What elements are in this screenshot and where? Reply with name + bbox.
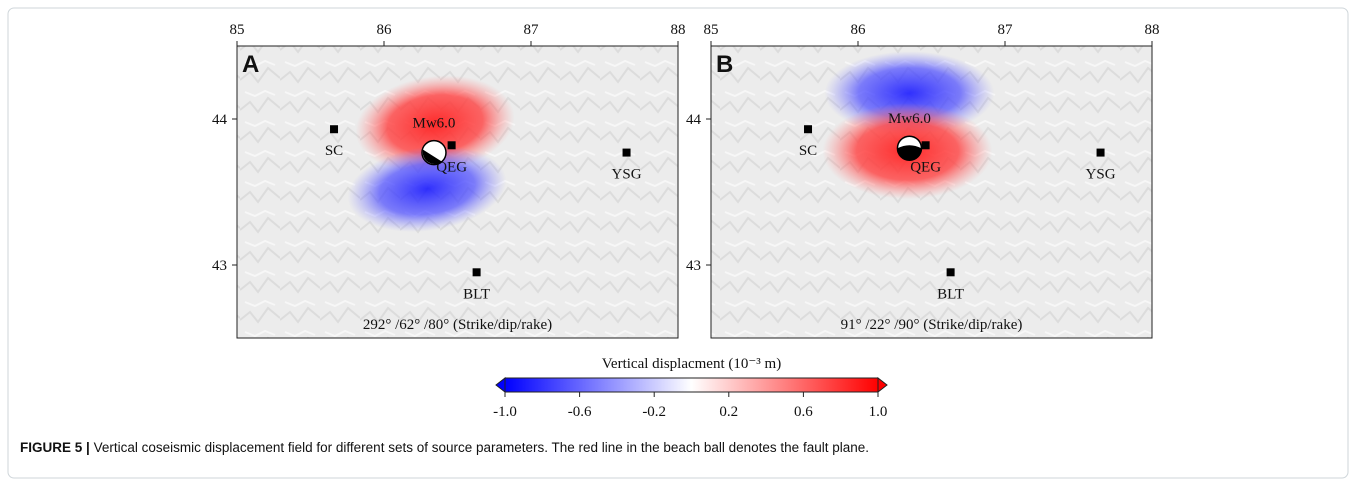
x-tick-label: 87 xyxy=(524,22,540,38)
colorbar-tick-label: -1.0 xyxy=(493,404,517,420)
station xyxy=(947,268,955,276)
station xyxy=(473,268,481,276)
y-tick-label: 44 xyxy=(212,112,228,128)
station xyxy=(922,141,930,149)
station-label: QEG xyxy=(910,159,941,175)
station-label: YSG xyxy=(612,167,642,183)
caption-label: FIGURE 5 | xyxy=(20,440,90,455)
colorbar xyxy=(505,378,878,392)
y-tick-label: 44 xyxy=(686,112,702,128)
y-tick-label: 43 xyxy=(686,258,701,274)
caption-text: Vertical coseismic displacement field fo… xyxy=(94,440,869,455)
panel-label: A xyxy=(242,51,259,78)
station-label: SC xyxy=(325,143,343,159)
x-tick-label: 85 xyxy=(704,22,719,38)
colorbar-title: Vertical displacment (10⁻³ m) xyxy=(602,356,781,372)
station xyxy=(623,149,631,157)
annotation: 292° /62° /80° (Strike/dip/rake) xyxy=(363,317,552,333)
event-label: Mw6.0 xyxy=(888,111,931,127)
station-label: YSG xyxy=(1086,167,1116,183)
station-label: BLT xyxy=(937,286,964,302)
colorbar-tick-label: -0.2 xyxy=(642,404,666,420)
x-tick-label: 86 xyxy=(377,22,393,38)
event-label: Mw6.0 xyxy=(413,116,456,132)
annotation: 91° /22° /90° (Strike/dip/rake) xyxy=(841,317,1023,333)
x-tick-label: 86 xyxy=(851,22,867,38)
colorbar-tick-label: -0.6 xyxy=(568,404,592,420)
station xyxy=(330,125,338,133)
station xyxy=(1097,149,1105,157)
x-tick-label: 87 xyxy=(998,22,1014,38)
figure: FIGURE 5 | Vertical coseismic displaceme… xyxy=(0,0,1356,486)
panel-label: B xyxy=(716,51,733,78)
map-panel: 85 86 87 88 43 44 B SC QEG YSG BLT Mw6.0 91° /22° /9… xyxy=(686,22,1160,338)
x-tick-label: 85 xyxy=(230,22,245,38)
colorbar-high-arrow xyxy=(878,378,887,392)
station xyxy=(804,125,812,133)
caption: FIGURE 5 | Vertical coseismic displaceme… xyxy=(20,440,869,455)
station-label: SC xyxy=(799,143,817,159)
x-tick-label: 88 xyxy=(1145,22,1160,38)
y-tick-label: 43 xyxy=(212,258,227,274)
x-tick-label: 88 xyxy=(671,22,686,38)
station-label: BLT xyxy=(463,286,490,302)
colorbar-low-arrow xyxy=(496,378,505,392)
colorbar-tick-label: 1.0 xyxy=(869,404,888,420)
colorbar-tick-label: 0.6 xyxy=(794,404,813,420)
station xyxy=(448,141,456,149)
colorbar-tick-label: 0.2 xyxy=(719,404,738,420)
